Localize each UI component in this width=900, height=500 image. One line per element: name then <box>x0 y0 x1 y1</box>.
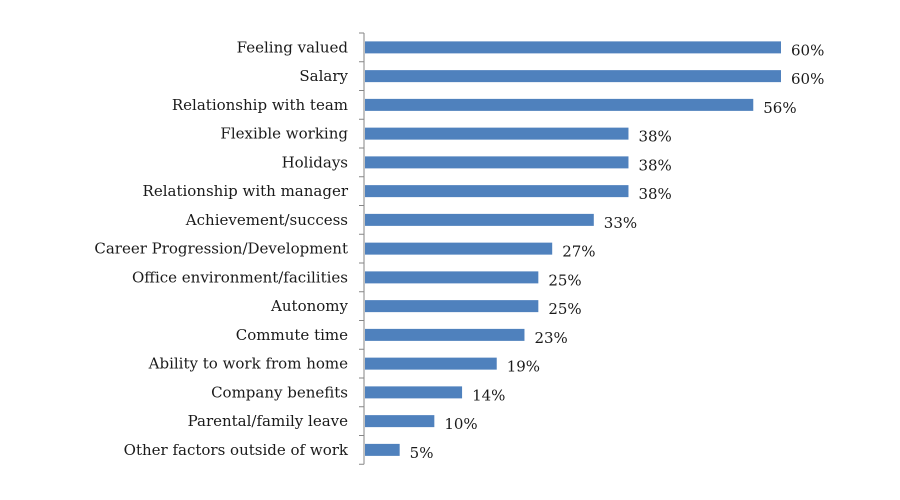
bar-9 <box>365 300 539 313</box>
category-label: Salary <box>299 67 348 85</box>
value-label: 5% <box>410 444 434 462</box>
category-label: Relationship with manager <box>143 182 349 200</box>
value-label: 23% <box>534 329 567 347</box>
value-label: 60% <box>791 70 824 88</box>
category-labels-layer: Feeling valued Salary Relationship with te… <box>94 38 349 459</box>
y-axis <box>359 32 365 465</box>
category-label: Relationship with team <box>172 96 348 114</box>
category-label: Office environment/facilities <box>132 268 348 286</box>
value-label: 33% <box>604 214 637 232</box>
category-label: Achievement/success <box>185 211 348 229</box>
category-label: Parental/family leave <box>188 412 349 430</box>
bar-10 <box>365 328 525 341</box>
bar-8 <box>365 271 539 284</box>
bar-12 <box>365 386 463 399</box>
category-label: Flexible working <box>220 125 348 143</box>
value-labels-layer: 60%60%56%38%38%38%33%27%25%25%23%19%14%1… <box>410 41 825 462</box>
bar-7 <box>365 242 553 255</box>
value-label: 60% <box>791 41 824 59</box>
value-label: 38% <box>638 128 671 146</box>
bar-0 <box>365 41 781 54</box>
value-label: 38% <box>638 156 671 174</box>
category-label: Ability to work from home <box>148 355 348 373</box>
bar-1 <box>365 70 781 83</box>
value-label: 19% <box>507 358 540 376</box>
bar-6 <box>365 213 594 226</box>
value-label: 56% <box>763 99 796 117</box>
value-label: 25% <box>548 300 581 318</box>
bar-2 <box>365 98 754 111</box>
category-label: Other factors outside of work <box>124 441 349 459</box>
bar-11 <box>365 357 497 370</box>
bar-13 <box>365 415 435 428</box>
bar-5 <box>365 185 629 198</box>
value-label: 27% <box>562 243 595 261</box>
bars-layer <box>365 41 781 456</box>
bar-3 <box>365 127 629 140</box>
category-label: Commute time <box>236 326 348 344</box>
bar-4 <box>365 156 629 169</box>
value-label: 14% <box>472 386 505 404</box>
category-label: Holidays <box>282 153 348 171</box>
value-label: 10% <box>444 415 477 433</box>
value-label: 25% <box>548 271 581 289</box>
bar-14 <box>365 443 400 456</box>
category-label: Company benefits <box>211 383 348 401</box>
category-label: Feeling valued <box>237 38 349 56</box>
value-label: 38% <box>638 185 671 203</box>
category-label: Career Progression/Development <box>94 240 348 258</box>
category-label: Autonomy <box>270 297 348 315</box>
